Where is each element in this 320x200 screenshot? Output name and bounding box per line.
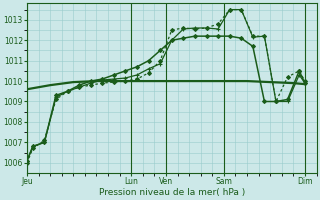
X-axis label: Pression niveau de la mer( hPa ): Pression niveau de la mer( hPa ) xyxy=(99,188,245,197)
